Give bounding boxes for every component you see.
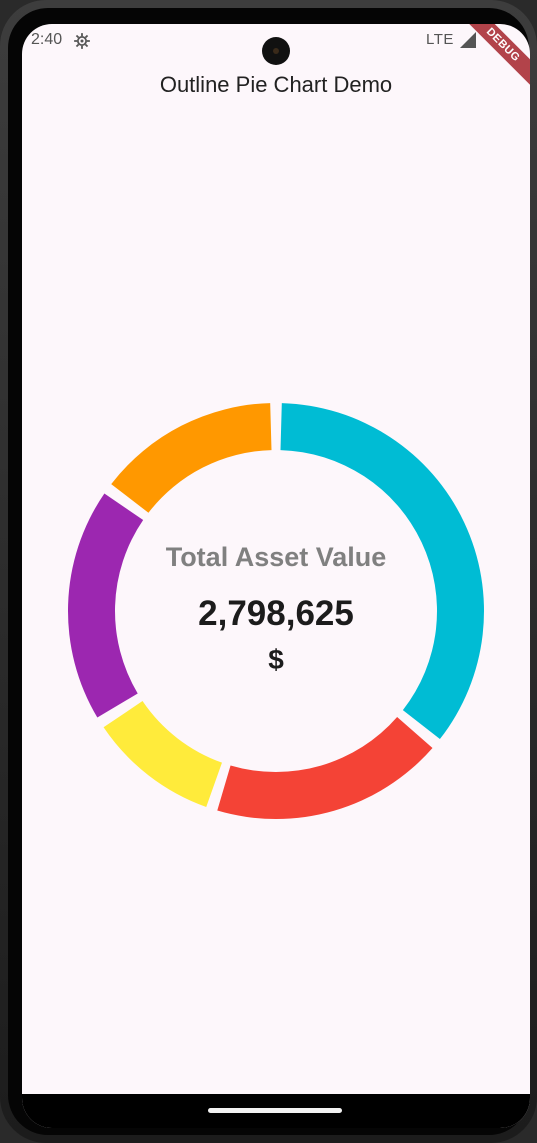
pie-slice-1[interactable] [280, 403, 485, 740]
navigation-bar [22, 1094, 530, 1128]
phone-bezel: 2:40 LTE DEBUG Outline Pie Chart Demo To [8, 8, 530, 1135]
center-value: 2,798,625 [198, 594, 354, 633]
pie-slice-5[interactable] [111, 403, 272, 513]
pie-slice-2[interactable] [217, 717, 433, 819]
home-indicator[interactable] [208, 1108, 342, 1113]
front-camera [262, 37, 290, 65]
donut-chart [67, 403, 485, 819]
gear-icon [74, 33, 90, 49]
signal-icon [460, 32, 476, 48]
app-screen: 2:40 LTE DEBUG Outline Pie Chart Demo To [22, 24, 530, 1128]
center-unit: $ [268, 644, 284, 675]
network-type: LTE [426, 31, 454, 48]
status-time: 2:40 [31, 31, 63, 48]
status-bar: 2:40 LTE DEBUG [22, 24, 530, 91]
page-title: Outline Pie Chart Demo [159, 72, 393, 97]
center-title: Total Asset Value [165, 542, 387, 572]
pie-slice-4[interactable] [67, 493, 144, 718]
pie-slice-3[interactable] [103, 701, 222, 807]
